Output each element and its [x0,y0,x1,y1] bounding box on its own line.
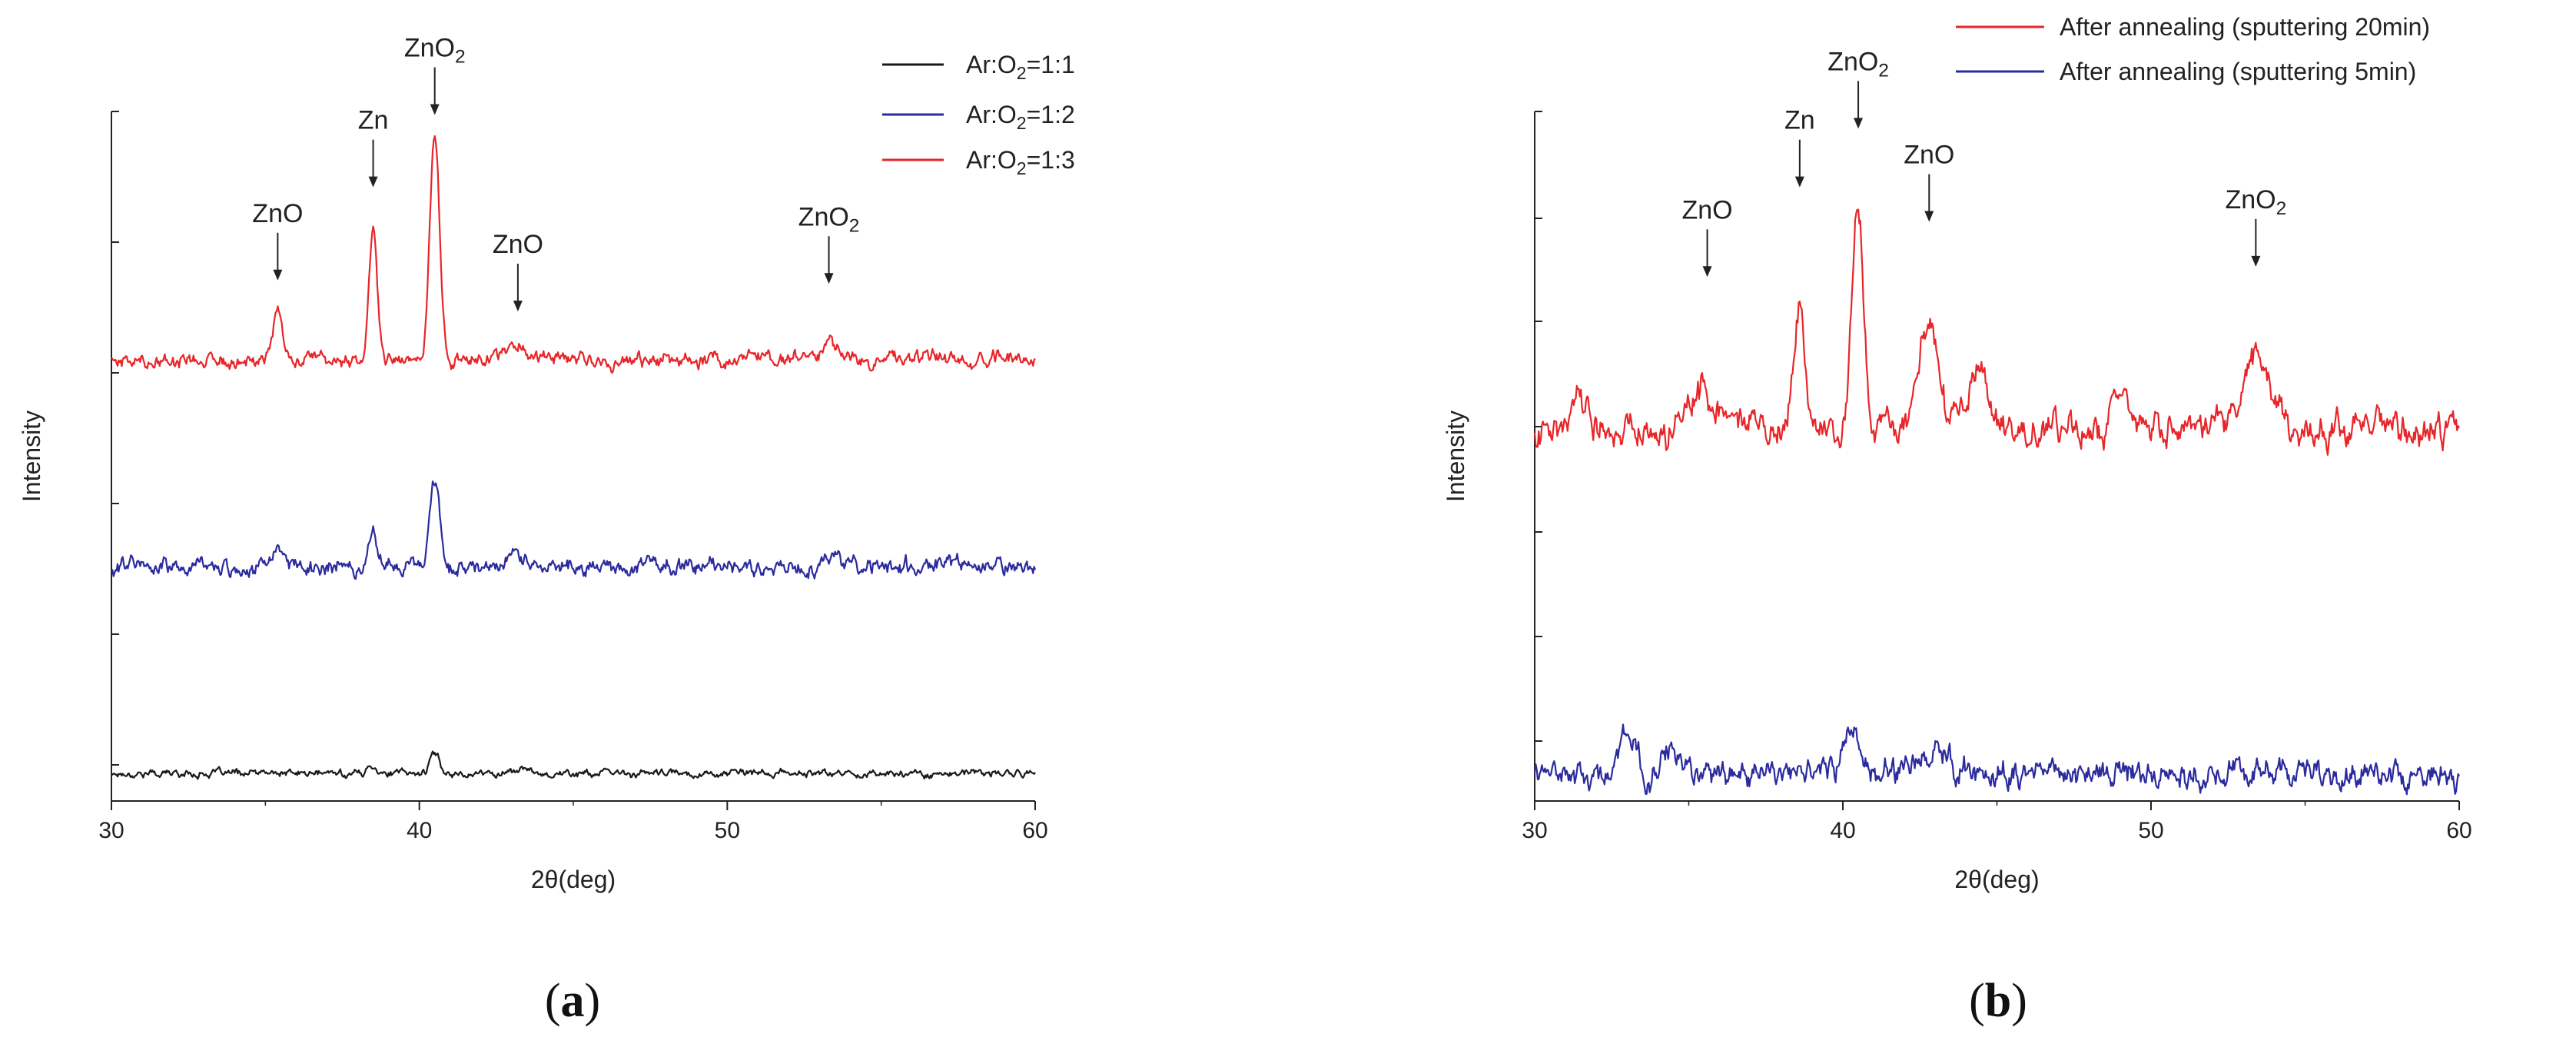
series-line-2 [111,480,1037,580]
x-tick-label: 60 [2446,818,2471,843]
chart-panel-a: 30 40 50 60 2θ(deg) Intensity Ar:O2=1:1 Ar:O2=1… [18,33,1075,893]
series-line-2 [1533,723,2461,796]
x-tick-label: 50 [715,818,740,843]
legend-entry-2: After annealing (sputtering 5min) [2060,58,2416,85]
arrow-head-icon [513,301,523,312]
x-tick-label: 30 [98,818,124,843]
peak-label: Zn [358,106,389,135]
legend-entry-1: After annealing (sputtering 20min) [2060,13,2430,41]
chart-panel-b: 30 40 50 60 2θ(deg) Intensity After annealing … [1442,13,2472,893]
arrow-head-icon [273,269,283,281]
x-tick-label: 40 [1830,818,1855,843]
x-tick-label: 40 [407,818,432,843]
arrow-head-icon [430,104,440,115]
peak-label: ZnO [1681,195,1732,224]
panel-label: (b) [1969,975,2027,1027]
arrow-head-icon [1794,176,1804,188]
y-axis-title: Intensity [1442,410,1469,502]
panel-label: (a) [545,975,600,1027]
series-line-1 [111,750,1036,780]
arrow-head-icon [1924,211,1934,222]
peak-label: ZnO [252,199,303,228]
arrow-head-icon [1702,266,1712,278]
peak-label: ZnO [1904,141,1954,170]
peak-label: ZnO2 [1827,47,1889,81]
peak-label: ZnO2 [798,202,860,236]
peak-label: Zn [1784,106,1815,135]
series-line-3 [111,135,1036,374]
x-axis-title: 2θ(deg) [531,866,616,893]
legend-entry-3: Ar:O2=1:3 [966,146,1075,178]
arrow-head-icon [2251,255,2261,267]
peak-label: ZnO [493,230,543,259]
x-axis-title: 2θ(deg) [1954,866,2039,893]
peak-label: ZnO2 [2225,185,2286,219]
series-line-1 [1533,208,2460,456]
peak-label: ZnO2 [404,33,466,67]
x-tick-label: 50 [2138,818,2163,843]
arrow-head-icon [824,273,834,284]
arrow-head-icon [368,176,378,188]
legend-entry-2: Ar:O2=1:2 [966,101,1075,133]
x-tick-label: 60 [1022,818,1047,843]
arrow-head-icon [1854,118,1864,129]
y-axis-title: Intensity [18,410,45,502]
legend-entry-1: Ar:O2=1:1 [966,51,1075,83]
x-tick-label: 30 [1522,818,1547,843]
